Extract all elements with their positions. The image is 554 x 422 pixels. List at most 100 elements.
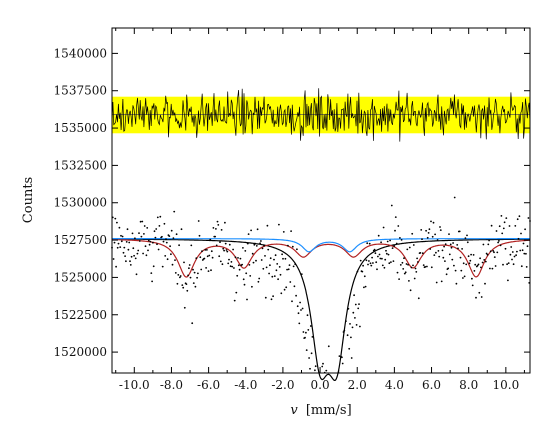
- data-point: [115, 265, 117, 268]
- data-point: [412, 264, 414, 267]
- data-point: [354, 303, 357, 306]
- data-point: [233, 267, 235, 269]
- data-point: [224, 242, 227, 245]
- data-point: [146, 227, 149, 229]
- data-point: [243, 283, 246, 286]
- data-point: [263, 244, 265, 247]
- data-point: [118, 226, 121, 229]
- data-point: [121, 235, 124, 238]
- data-point: [237, 264, 240, 267]
- data-point: [494, 265, 497, 267]
- data-point: [399, 237, 401, 239]
- data-point: [292, 265, 295, 268]
- data-point: [147, 239, 150, 242]
- data-point: [134, 237, 136, 240]
- data-point: [244, 250, 247, 252]
- data-point: [273, 258, 275, 261]
- data-point: [215, 244, 218, 247]
- data-point: [159, 215, 162, 218]
- data-point: [406, 248, 409, 251]
- data-point: [377, 234, 380, 237]
- data-point: [355, 324, 358, 326]
- data-point: [373, 248, 376, 251]
- data-point: [200, 268, 203, 271]
- data-point: [225, 249, 228, 251]
- data-point: [500, 215, 503, 217]
- data-point: [219, 241, 221, 244]
- data-point: [173, 210, 176, 213]
- data-point: [410, 266, 413, 269]
- data-point: [443, 245, 445, 248]
- data-point: [430, 220, 432, 223]
- data-point: [223, 249, 226, 252]
- data-point: [467, 255, 470, 258]
- data-point: [375, 261, 378, 264]
- data-point: [227, 262, 230, 265]
- data-point: [120, 234, 122, 237]
- data-point: [354, 317, 356, 319]
- data-point: [264, 296, 267, 299]
- data-point: [170, 253, 172, 256]
- data-point: [136, 252, 139, 255]
- data-point: [219, 260, 222, 263]
- data-point: [193, 271, 196, 274]
- data-point: [444, 243, 447, 246]
- data-point: [447, 267, 450, 270]
- data-point: [421, 238, 423, 241]
- data-point: [392, 260, 395, 262]
- data-point: [206, 255, 209, 258]
- data-point: [341, 356, 343, 359]
- data-point: [434, 233, 436, 236]
- data-point: [448, 253, 451, 256]
- data-point: [293, 285, 296, 288]
- data-point: [262, 267, 265, 270]
- data-point: [135, 273, 138, 276]
- data-point: [255, 259, 257, 262]
- data-point: [305, 331, 307, 334]
- data-point: [369, 262, 372, 265]
- data-point: [372, 262, 374, 264]
- data-point: [496, 251, 499, 254]
- data-point: [488, 239, 490, 242]
- data-point: [247, 233, 250, 236]
- data-point: [465, 263, 468, 266]
- data-point: [221, 263, 224, 266]
- data-point: [439, 229, 442, 232]
- data-point: [241, 263, 244, 266]
- data-point: [384, 258, 387, 261]
- data-point: [304, 336, 306, 339]
- data-point: [130, 255, 133, 258]
- data-point: [123, 246, 126, 249]
- data-point: [470, 253, 472, 256]
- data-point: [129, 264, 132, 266]
- data-point: [190, 244, 193, 247]
- data-point: [469, 259, 472, 262]
- data-point: [492, 250, 495, 252]
- data-point: [215, 228, 217, 230]
- data-point: [143, 225, 146, 227]
- data-point: [363, 286, 365, 289]
- data-point: [397, 225, 400, 227]
- data-point: [174, 259, 176, 261]
- data-point: [188, 264, 191, 266]
- data-point: [282, 257, 284, 260]
- data-point: [359, 259, 362, 262]
- data-point: [147, 249, 149, 252]
- data-point: [296, 248, 298, 251]
- data-point: [391, 247, 394, 250]
- data-point: [143, 233, 145, 235]
- data-point: [422, 264, 425, 266]
- data-point: [350, 336, 352, 339]
- data-point: [164, 255, 167, 257]
- data-point: [183, 306, 186, 309]
- data-point: [156, 216, 159, 219]
- data-point: [350, 357, 353, 359]
- data-point: [426, 265, 428, 268]
- data-point: [345, 320, 347, 322]
- data-point: [206, 249, 208, 251]
- residual-panel: [111, 88, 531, 142]
- data-point: [502, 227, 505, 230]
- data-point: [286, 268, 288, 271]
- x-axis-title-unit: [mm/s]: [306, 403, 352, 418]
